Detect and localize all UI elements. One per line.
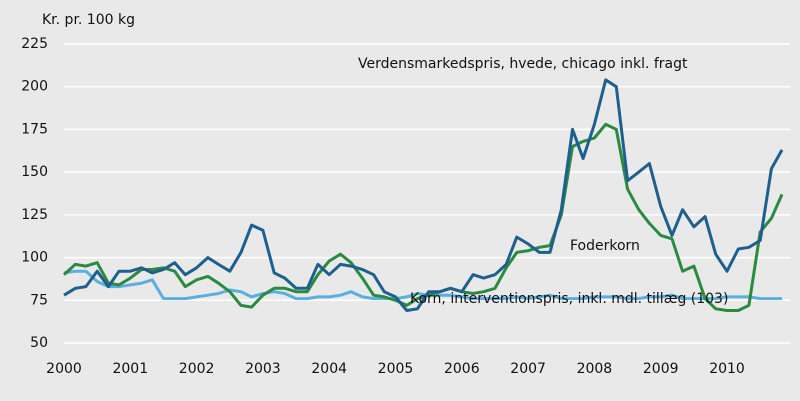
series-label: Korn, interventionspris, inkl. mdl. till…: [410, 291, 728, 307]
x-tick-label: 2008: [577, 361, 613, 377]
x-tick-label: 2000: [46, 361, 82, 377]
y-tick-label: 175: [21, 121, 48, 137]
series-label: Verdensmarkedspris, hvede, chicago inkl.…: [358, 56, 688, 72]
x-tick-label: 2007: [510, 361, 546, 377]
y-tick-label: 225: [21, 36, 48, 52]
y-tick-label: 125: [21, 207, 48, 223]
x-tick-label: 2001: [112, 361, 148, 377]
series-line: [63, 269, 782, 301]
x-tick-label: 2006: [444, 361, 480, 377]
y-tick-label: 150: [21, 164, 48, 180]
x-tick-label: 2005: [378, 361, 414, 377]
x-tick-label: 2010: [709, 361, 745, 377]
y-tick-label: 100: [21, 250, 48, 266]
x-tick-label: 2002: [179, 361, 215, 377]
y-tick-label: 75: [30, 292, 48, 308]
series-label: Foderkorn: [570, 238, 640, 254]
series-line: [63, 78, 784, 312]
x-tick-label: 2009: [643, 361, 679, 377]
y-tick-label: 200: [21, 79, 48, 95]
y-axis-label: Kr. pr. 100 kg: [42, 12, 135, 28]
x-tick-label: 2003: [245, 361, 281, 377]
y-tick-label: 50: [30, 335, 48, 351]
x-tick-label: 2004: [311, 361, 347, 377]
series-line: [62, 122, 784, 312]
